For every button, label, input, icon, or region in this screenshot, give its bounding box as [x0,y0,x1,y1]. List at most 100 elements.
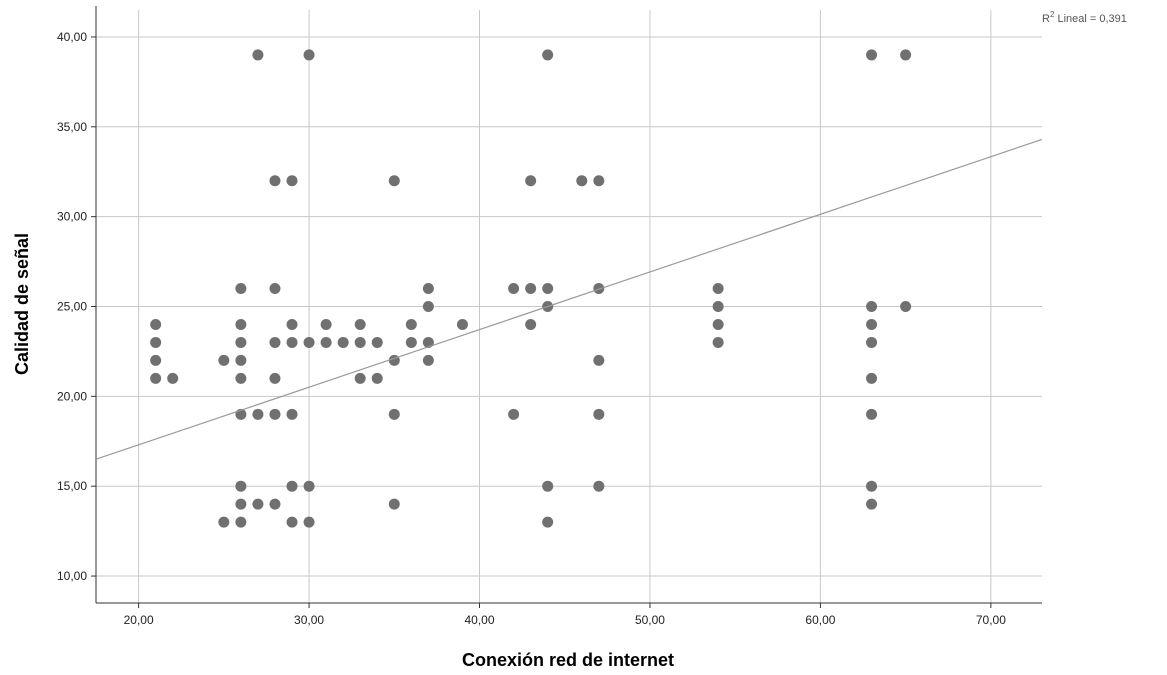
y-tick-label: 15,00 [57,479,87,493]
data-point [388,498,400,510]
data-point [218,354,230,366]
data-point [286,408,298,420]
x-tick-label: 40,00 [464,613,494,627]
data-point [303,516,315,528]
data-point [712,318,724,330]
y-tick-label: 20,00 [57,389,87,403]
x-tick-label: 30,00 [294,613,324,627]
data-point [252,498,264,510]
data-point [150,336,162,348]
data-point [593,175,605,187]
data-point [252,408,264,420]
data-point [269,283,281,295]
data-point [150,318,162,330]
data-point [456,318,468,330]
data-point [712,283,724,295]
data-point [371,372,383,384]
data-point [320,318,332,330]
y-tick-label: 10,00 [57,569,87,583]
data-point [542,516,554,528]
data-point [542,283,554,295]
data-point [542,480,554,492]
fit-line-label: R2 Lineal = 0,391 [1042,10,1127,25]
y-tick-label: 40,00 [57,30,87,44]
data-point [525,283,537,295]
data-point [235,354,247,366]
x-tick-label: 50,00 [635,613,665,627]
data-point [866,498,878,510]
fit-label-superscript: 2 [1050,10,1055,19]
y-tick-label: 25,00 [57,300,87,314]
data-point [422,283,434,295]
data-point [866,408,878,420]
data-point [508,408,520,420]
data-point [286,516,298,528]
data-point [593,283,605,295]
data-point [337,336,349,348]
data-point [235,498,247,510]
fit-line-group [95,138,1043,460]
x-axis-title: Conexión red de internet [462,650,674,670]
data-point [269,408,281,420]
data-point [235,480,247,492]
grid [96,10,1042,603]
fit-label-suffix: Lineal = 0,391 [1054,13,1126,25]
y-tick-label: 30,00 [57,210,87,224]
data-point [354,336,366,348]
data-point [150,354,162,366]
y-axis-title: Calidad de señal [12,233,32,375]
data-point [150,372,162,384]
data-point [269,336,281,348]
data-point [508,283,520,295]
data-point [542,49,554,61]
data-point [235,318,247,330]
data-point [303,49,315,61]
data-point [422,301,434,312]
data-point [866,480,878,492]
data-point [525,318,537,330]
x-tick-label: 60,00 [805,613,835,627]
data-points [150,49,912,528]
data-point [354,372,366,384]
data-point [405,336,417,348]
data-point [866,301,878,312]
data-point [525,175,537,187]
x-tick-label: 20,00 [124,613,154,627]
fit-label-prefix: R [1042,13,1050,25]
data-point [388,175,400,187]
data-point [269,372,281,384]
data-point [235,336,247,348]
data-point [422,336,434,348]
x-tick-label: 70,00 [976,613,1006,627]
data-point [269,498,281,510]
data-point [405,318,417,330]
data-point [252,49,264,61]
data-point [320,336,332,348]
data-point [286,480,298,492]
data-point [269,175,281,187]
data-point [866,336,878,348]
data-point [593,354,605,366]
data-point [576,175,588,187]
data-point [286,175,298,187]
data-point [900,49,912,61]
data-point [593,408,605,420]
data-point [900,301,912,312]
data-point [422,354,434,366]
data-point [866,318,878,330]
data-point [303,336,315,348]
fit-line [95,138,1043,460]
data-point [866,49,878,61]
data-point [866,372,878,384]
data-point [167,372,179,384]
data-point [286,336,298,348]
data-point [286,318,298,330]
data-point [218,516,230,528]
data-point [235,283,247,295]
data-point [354,318,366,330]
data-point [712,336,724,348]
data-point [303,480,315,492]
data-point [388,408,400,420]
data-point [712,301,724,312]
